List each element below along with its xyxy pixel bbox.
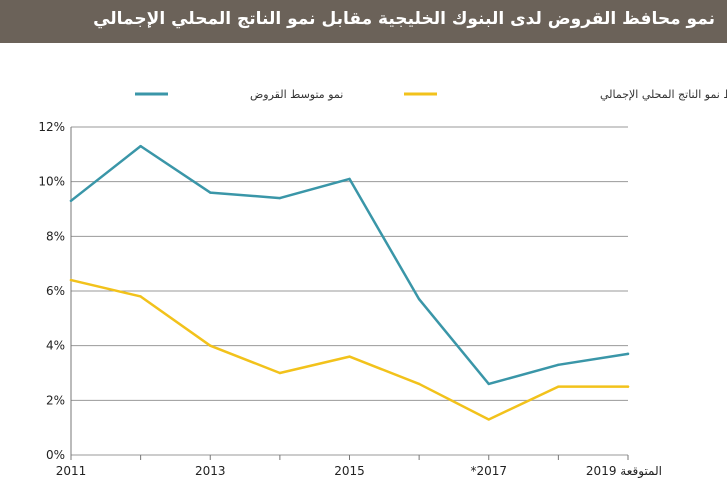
data-point	[139, 144, 142, 148]
data-point	[139, 295, 142, 298]
series-line-gdp	[69, 278, 630, 421]
data-point	[348, 355, 351, 358]
y-tick-label: 4%	[46, 339, 65, 353]
data-point	[348, 177, 351, 181]
chart-title: نمو محافظ القروض لدى البنوك الخليجية مقا…	[93, 9, 715, 29]
y-tick-label: 8%	[46, 229, 65, 243]
y-tick-label: 0%	[46, 448, 65, 462]
x-tick-label: 2011	[56, 464, 87, 478]
data-point	[417, 382, 421, 386]
data-point	[209, 191, 212, 194]
x-axis-ticks: 2011 2013 2015 *2017 2019 المتوقعة	[56, 455, 662, 479]
data-point	[626, 385, 630, 388]
legend-label-loans: نمو متوسط القروض	[250, 88, 343, 101]
chart-header: نمو محافظ القروض لدى البنوك الخليجية مقا…	[0, 0, 727, 43]
data-point	[69, 278, 73, 282]
gridlines	[70, 126, 628, 456]
x-tick-label: *2017	[470, 464, 507, 478]
y-tick-label: 2%	[46, 393, 65, 407]
data-point	[626, 352, 630, 356]
y-tick-label: 6%	[46, 284, 65, 298]
y-tick-label: 12%	[38, 120, 65, 134]
y-axis-ticks: 0% 2% 4% 6% 8% 10% 12%	[38, 120, 65, 462]
x-tick-label: 2019 المتوقعة	[586, 464, 662, 479]
data-point	[417, 298, 421, 301]
x-tick-label: 2013	[195, 464, 226, 478]
data-point	[557, 385, 560, 388]
data-point	[278, 371, 282, 375]
data-point	[487, 418, 490, 421]
data-point	[487, 382, 490, 386]
x-tick-label: 2015	[334, 464, 365, 478]
y-tick-label: 10%	[38, 175, 65, 189]
data-point	[69, 199, 73, 202]
series-lines	[69, 144, 630, 421]
data-point	[278, 196, 282, 200]
legend: نمو متوسط القروض متوسط نمو الناتج المحلي…	[135, 88, 727, 101]
line-chart: نمو متوسط القروض متوسط نمو الناتج المحلي…	[38, 88, 727, 479]
data-point	[209, 344, 212, 347]
data-point	[557, 363, 560, 366]
legend-label-gdp: متوسط نمو الناتج المحلي الإجمالي	[600, 88, 727, 101]
